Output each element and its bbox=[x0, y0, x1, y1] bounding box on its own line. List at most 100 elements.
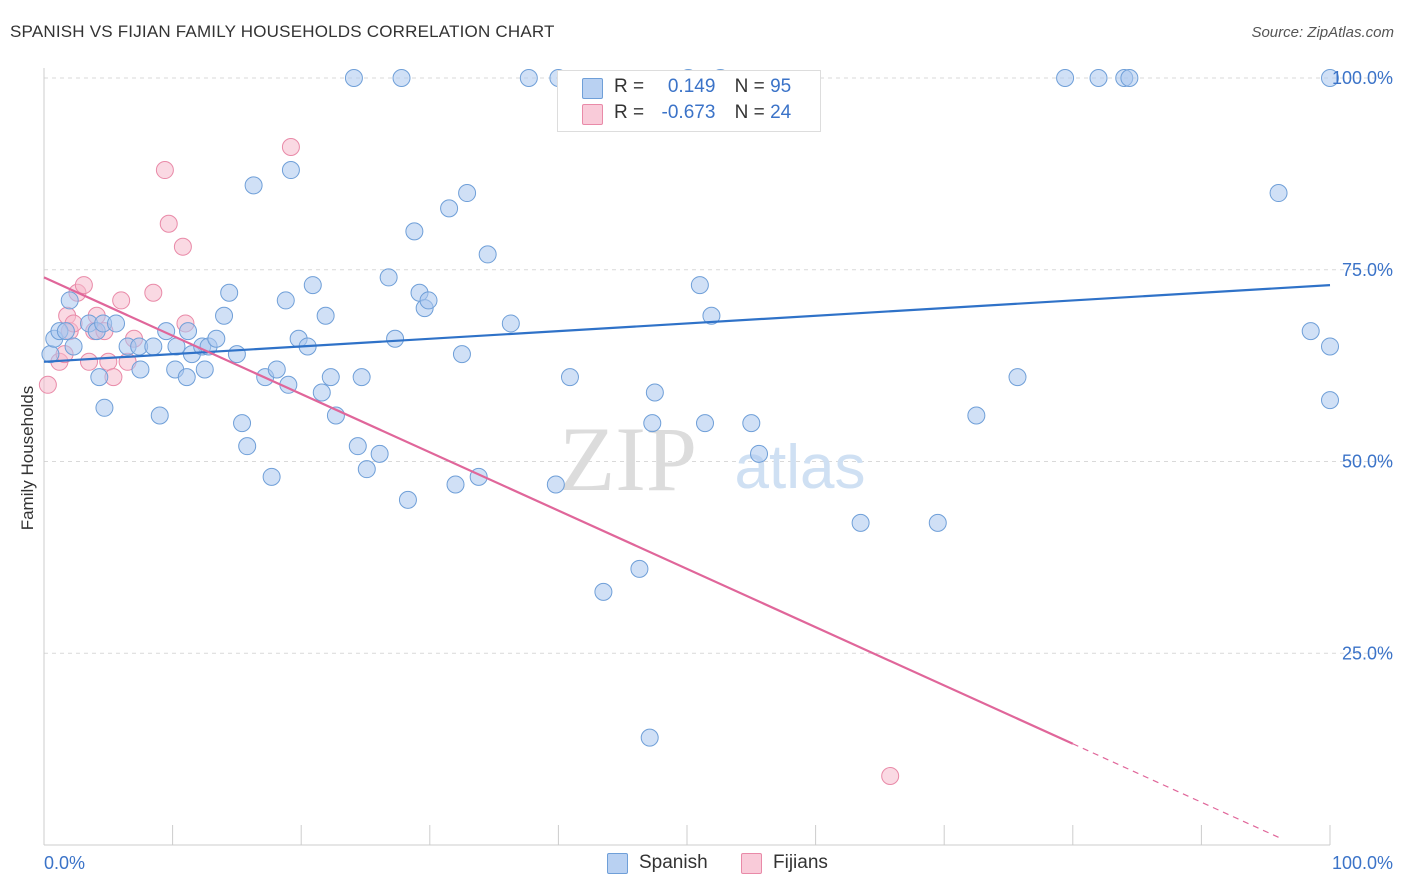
fijians-r-value: -0.673 bbox=[661, 102, 716, 123]
spanish-point bbox=[179, 322, 198, 341]
fijians-point bbox=[881, 766, 900, 785]
spanish-point bbox=[215, 306, 234, 325]
spanish-point bbox=[630, 559, 649, 578]
spanish-point bbox=[344, 69, 363, 87]
fijians-n-value: 24 bbox=[770, 102, 792, 123]
fijians-point bbox=[38, 375, 57, 394]
spanish-point bbox=[643, 414, 662, 433]
fijians-point bbox=[159, 214, 178, 233]
spanish-point bbox=[207, 329, 226, 348]
spanish-point bbox=[107, 314, 126, 333]
spanish-point bbox=[405, 222, 424, 241]
spanish-point bbox=[742, 414, 761, 433]
fijians-legend-row: R = -0.673 N = 24 bbox=[614, 102, 791, 124]
fijians-legend-swatch bbox=[582, 104, 603, 125]
correlation-legend: R = 0.149 N = 95 R = -0.673 N = 24 bbox=[557, 70, 821, 132]
fijians-point bbox=[281, 138, 300, 157]
spanish-point bbox=[458, 184, 477, 203]
spanish-point bbox=[392, 69, 411, 87]
source-credit: Source: ZipAtlas.com bbox=[1251, 24, 1394, 41]
spanish-point bbox=[244, 176, 263, 195]
fijians-point bbox=[80, 352, 99, 371]
spanish-point bbox=[478, 245, 497, 264]
spanish-point bbox=[928, 513, 947, 532]
spanish-point bbox=[312, 383, 331, 402]
x-tick-label-min: 0.0% bbox=[44, 853, 85, 873]
spanish-point bbox=[267, 360, 286, 379]
spanish-point bbox=[560, 368, 579, 387]
spanish-point bbox=[398, 490, 417, 509]
spanish-point bbox=[440, 199, 459, 218]
spanish-point bbox=[446, 475, 465, 494]
y-tick-label: 75.0% bbox=[1342, 260, 1393, 280]
spanish-point bbox=[452, 345, 471, 364]
x-tick-label-max: 100.0% bbox=[1332, 853, 1393, 873]
spanish-point bbox=[150, 406, 169, 425]
y-tick-label: 25.0% bbox=[1342, 643, 1393, 663]
spanish-point bbox=[1321, 69, 1339, 87]
spanish-point bbox=[281, 161, 300, 180]
spanish-r-value: 0.149 bbox=[667, 76, 716, 97]
spanish-point bbox=[419, 291, 438, 310]
watermark-atlas: atlas bbox=[735, 433, 866, 502]
spanish-point bbox=[56, 322, 75, 341]
spanish-point bbox=[1321, 337, 1339, 356]
spanish-point bbox=[316, 306, 335, 325]
spanish-point bbox=[645, 383, 664, 402]
spanish-point bbox=[64, 337, 83, 356]
spanish-n-label: N = bbox=[734, 76, 765, 97]
axis-layer bbox=[43, 68, 1331, 846]
spanish-point bbox=[379, 268, 398, 287]
spanish-point bbox=[696, 414, 715, 433]
fijians-point bbox=[112, 291, 131, 310]
bottom-legend-spanish-swatch bbox=[607, 853, 628, 874]
spanish-point bbox=[357, 460, 376, 479]
fijians-point bbox=[155, 161, 174, 180]
spanish-point bbox=[238, 437, 257, 456]
spanish-point bbox=[594, 582, 613, 601]
spanish-point bbox=[144, 337, 163, 356]
bottom-legend-fijians: Fijians bbox=[773, 852, 828, 873]
spanish-point bbox=[750, 444, 769, 463]
watermark: ZIP atlas bbox=[559, 408, 865, 510]
spanish-point bbox=[386, 329, 405, 348]
spanish-point bbox=[321, 368, 340, 387]
trend-layer bbox=[43, 276, 1331, 838]
grid-layer bbox=[44, 77, 1392, 654]
spanish-point bbox=[1269, 184, 1288, 203]
spanish-trend-line bbox=[43, 283, 1331, 363]
spanish-n-value: 95 bbox=[770, 76, 792, 97]
spanish-point bbox=[195, 360, 214, 379]
chart-title: SPANISH VS FIJIAN FAMILY HOUSEHOLDS CORR… bbox=[10, 22, 555, 41]
spanish-point bbox=[1301, 322, 1320, 341]
fijians-trend-extension bbox=[1072, 743, 1279, 838]
spanish-point bbox=[227, 345, 246, 364]
spanish-point bbox=[546, 475, 565, 494]
spanish-point bbox=[233, 414, 252, 433]
spanish-point bbox=[1056, 69, 1075, 87]
spanish-point bbox=[640, 728, 659, 747]
spanish-point bbox=[967, 406, 986, 425]
spanish-point bbox=[90, 368, 109, 387]
spanish-point bbox=[60, 291, 79, 310]
y-tick-label: 100.0% bbox=[1332, 68, 1393, 88]
spanish-point bbox=[851, 513, 870, 532]
spanish-point bbox=[177, 368, 196, 387]
spanish-point bbox=[1120, 69, 1139, 87]
spanish-r-label: R = bbox=[614, 76, 645, 97]
spanish-point bbox=[95, 398, 114, 417]
spanish-point bbox=[131, 360, 150, 379]
fijians-n-label: N = bbox=[734, 102, 765, 123]
spanish-point bbox=[519, 69, 538, 87]
spanish-point bbox=[276, 291, 295, 310]
spanish-legend-row: R = 0.149 N = 95 bbox=[614, 76, 791, 98]
spanish-point bbox=[348, 437, 367, 456]
spanish-point bbox=[501, 314, 520, 333]
fijians-point bbox=[74, 276, 93, 295]
fijians-point bbox=[173, 237, 192, 256]
spanish-point bbox=[220, 283, 239, 302]
bottom-legend-spanish: Spanish bbox=[639, 852, 708, 873]
fijians-r-label: R = bbox=[614, 102, 645, 123]
spanish-point bbox=[1321, 391, 1339, 410]
watermark-zip: ZIP bbox=[559, 408, 697, 510]
